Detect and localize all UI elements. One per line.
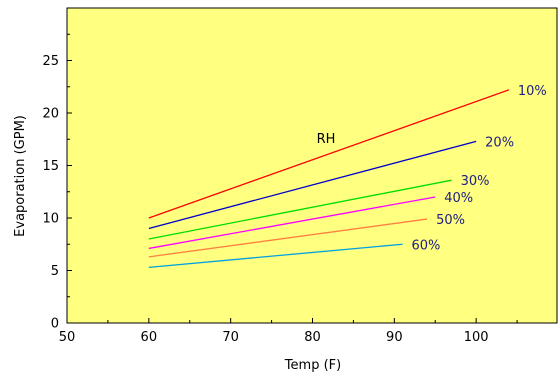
x-tick-label: 80 xyxy=(304,330,321,345)
series-label: 60% xyxy=(412,238,441,253)
series-line-10pct xyxy=(148,89,510,219)
y-tick-label: 10 xyxy=(42,212,59,227)
y-tick-label: 15 xyxy=(42,159,59,174)
x-axis-ticks: 50 60 70 80 90 100 xyxy=(59,318,518,345)
series-labels: 10% 20% 30% 40% 50% 60% xyxy=(412,84,547,253)
series-line-30pct xyxy=(148,179,452,240)
y-axis-ticks: 0 5 10 15 20 25 xyxy=(42,33,72,332)
x-tick-label: 90 xyxy=(386,330,403,345)
x-tick-label: 100 xyxy=(464,330,489,345)
x-tick-label: 70 xyxy=(222,330,239,345)
series-line-40pct xyxy=(148,196,436,250)
x-tick-label: 50 xyxy=(59,330,76,345)
y-axis-label: Evaporation (GPM) xyxy=(13,115,28,237)
series-label: 20% xyxy=(485,135,514,150)
series-line-50pct xyxy=(148,218,428,258)
plot-background xyxy=(66,7,558,324)
y-tick-label: 0 xyxy=(51,317,59,332)
series-layer xyxy=(148,89,510,268)
rh-annotation: RH xyxy=(317,132,336,147)
series-label: 10% xyxy=(518,84,547,99)
x-axis-label: Temp (F) xyxy=(284,358,341,373)
series-line-60pct xyxy=(148,243,403,268)
series-label: 50% xyxy=(436,213,465,228)
x-tick-label: 60 xyxy=(141,330,158,345)
series-label: 30% xyxy=(461,174,490,189)
y-tick-label: 20 xyxy=(42,107,59,122)
series-line-20pct xyxy=(148,140,477,230)
y-tick-label: 25 xyxy=(42,54,59,69)
series-label: 40% xyxy=(444,191,473,206)
y-tick-label: 5 xyxy=(51,264,59,279)
